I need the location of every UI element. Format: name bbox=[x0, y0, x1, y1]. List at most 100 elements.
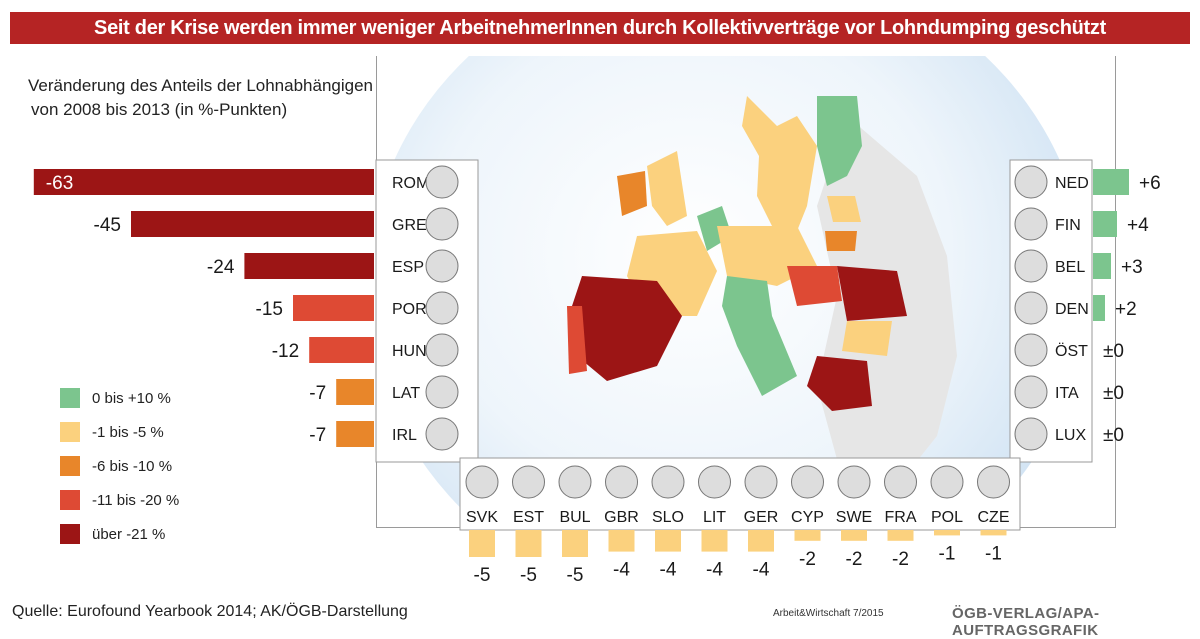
country-label: GRE bbox=[392, 217, 427, 234]
legend: 0 bis +10 % -1 bis -5 % -6 bis -10 % -11… bbox=[60, 385, 179, 555]
country-label: GER bbox=[744, 509, 779, 526]
bar-por bbox=[293, 295, 374, 321]
legend-item: -1 bis -5 % bbox=[60, 419, 179, 445]
flag-rom-icon bbox=[425, 165, 459, 199]
country-label: CYP bbox=[791, 509, 824, 526]
flag-den-icon bbox=[1014, 291, 1048, 325]
data-label: -2 bbox=[846, 549, 863, 570]
flag-ned-icon bbox=[1014, 165, 1048, 199]
legend-label: -6 bis -10 % bbox=[92, 457, 173, 475]
legend-item: 0 bis +10 % bbox=[60, 385, 179, 411]
data-label: -15 bbox=[256, 299, 283, 320]
data-label: +3 bbox=[1121, 257, 1143, 278]
bar-hun bbox=[309, 337, 374, 363]
bar-ger bbox=[748, 530, 774, 552]
bar-bel bbox=[1093, 253, 1111, 279]
bar-fin bbox=[1093, 211, 1117, 237]
bar-gbr bbox=[608, 530, 635, 552]
legend-item: -11 bis -20 % bbox=[60, 487, 179, 513]
country-label: FRA bbox=[885, 509, 917, 526]
flag-pol-icon bbox=[930, 465, 964, 499]
country-finland bbox=[817, 96, 862, 186]
country-label: BEL bbox=[1055, 259, 1085, 276]
country-label: POL bbox=[931, 509, 963, 526]
country-label: ÖST bbox=[1055, 342, 1088, 360]
data-label: -12 bbox=[272, 341, 299, 362]
flag-cyp-icon bbox=[791, 465, 824, 499]
data-label: ±0 bbox=[1103, 425, 1124, 446]
flag-ita-icon bbox=[1014, 375, 1048, 409]
europe-map bbox=[377, 56, 1087, 527]
flag-esp-icon bbox=[425, 249, 459, 283]
flag-svk-icon bbox=[465, 465, 499, 499]
bar-ned bbox=[1093, 169, 1129, 195]
legend-swatch bbox=[60, 490, 80, 510]
flag-öst-icon bbox=[1014, 333, 1048, 367]
data-label: -7 bbox=[309, 425, 326, 446]
country-label: ROM bbox=[392, 175, 429, 192]
country-spain bbox=[572, 276, 682, 381]
country-label: LUX bbox=[1055, 427, 1086, 444]
country-label: DEN bbox=[1055, 301, 1089, 318]
data-label: -24 bbox=[207, 257, 235, 278]
country-romania bbox=[837, 266, 907, 321]
flag-gre-icon bbox=[425, 207, 459, 241]
country-bulgaria bbox=[842, 321, 892, 356]
country-label: ITA bbox=[1055, 385, 1079, 402]
flag-gbr-icon bbox=[605, 465, 638, 499]
legend-label: über -21 % bbox=[92, 525, 166, 543]
legend-item: -6 bis -10 % bbox=[60, 453, 179, 479]
country-latvia bbox=[825, 231, 857, 251]
data-label: -63 bbox=[46, 173, 73, 194]
subtitle-line-2: von 2008 bis 2013 (in %-Punkten) bbox=[31, 100, 288, 119]
flag-est-icon bbox=[512, 465, 545, 499]
data-label: -1 bbox=[939, 543, 956, 564]
bar-est bbox=[515, 530, 542, 557]
data-label: +2 bbox=[1115, 299, 1137, 320]
bar-svk bbox=[469, 530, 495, 557]
bar-cyp bbox=[794, 530, 821, 541]
flag-lat-icon bbox=[425, 375, 459, 409]
legend-swatch bbox=[60, 524, 80, 544]
data-label: -45 bbox=[94, 215, 121, 236]
data-label: -4 bbox=[613, 560, 630, 581]
country-label: EST bbox=[513, 509, 544, 526]
bar-fra bbox=[887, 530, 914, 541]
country-label: LIT bbox=[703, 509, 726, 526]
data-label: -7 bbox=[309, 383, 326, 404]
legend-label: -1 bis -5 % bbox=[92, 423, 164, 441]
publisher-credit: ÖGB-VERLAG/APA-AUFTRAGSGRAFIK bbox=[952, 605, 1100, 639]
country-hungary bbox=[787, 266, 842, 306]
country-label: SLO bbox=[652, 509, 684, 526]
bar-cze bbox=[980, 530, 1007, 536]
flag-swe-icon bbox=[837, 465, 871, 499]
bar-gre bbox=[131, 211, 374, 237]
data-label: ±0 bbox=[1103, 383, 1124, 404]
data-label: -2 bbox=[892, 549, 909, 570]
country-label: NED bbox=[1055, 175, 1089, 192]
country-portugal bbox=[567, 306, 587, 374]
flag-bel-icon bbox=[1014, 249, 1048, 283]
country-label: SVK bbox=[466, 509, 498, 526]
bar-den bbox=[1093, 295, 1105, 321]
data-label: -4 bbox=[706, 560, 723, 581]
legend-swatch bbox=[60, 422, 80, 442]
bottom-label-panel bbox=[459, 457, 1021, 531]
data-label: ±0 bbox=[1103, 341, 1124, 362]
flag-slo-icon bbox=[651, 465, 685, 499]
bar-esp bbox=[244, 253, 374, 279]
flag-lux-icon bbox=[1014, 417, 1048, 451]
data-label: +6 bbox=[1139, 173, 1161, 194]
flag-por-icon bbox=[425, 291, 459, 325]
country-label: SWE bbox=[836, 509, 872, 526]
legend-swatch bbox=[60, 456, 80, 476]
bar-irl bbox=[336, 421, 374, 447]
flag-irl-icon bbox=[425, 417, 459, 451]
legend-label: 0 bis +10 % bbox=[92, 389, 171, 407]
source-note: Quelle: Eurofound Yearbook 2014; AK/ÖGB-… bbox=[12, 603, 408, 620]
country-label: FIN bbox=[1055, 217, 1081, 234]
country-ireland bbox=[617, 171, 647, 216]
flag-fra-icon bbox=[884, 465, 917, 499]
data-label: -4 bbox=[660, 560, 677, 581]
flag-bul-icon bbox=[558, 465, 592, 499]
